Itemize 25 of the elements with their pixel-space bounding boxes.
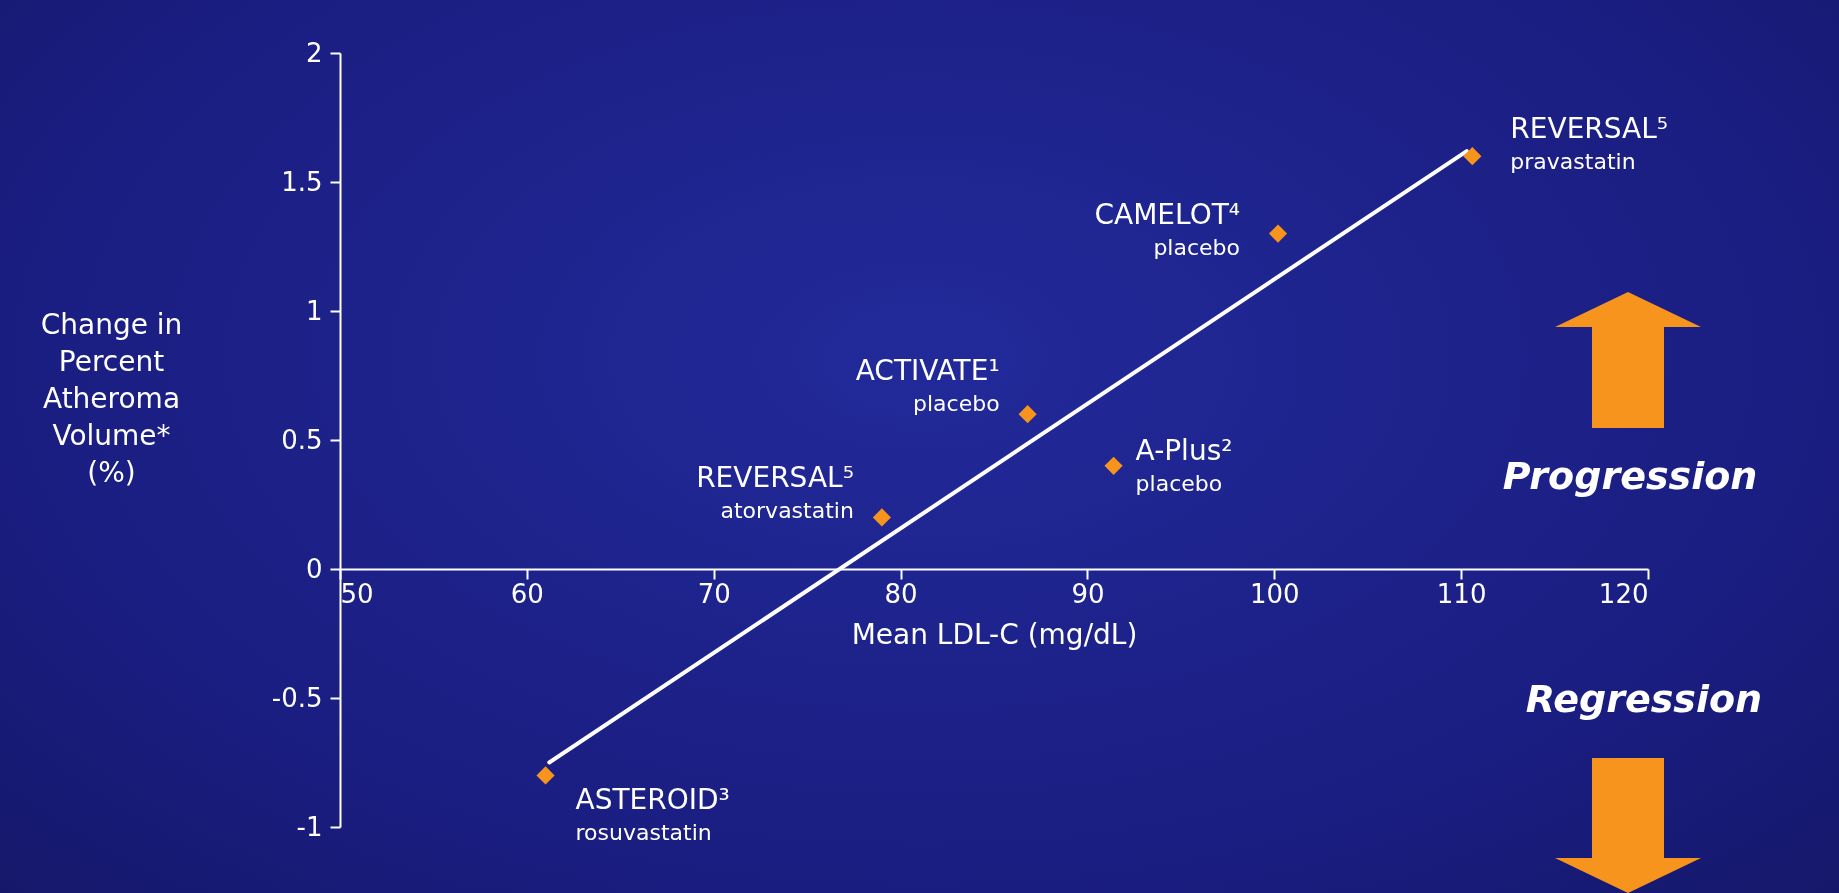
y-tick-label: 0.5 bbox=[281, 424, 323, 455]
x-tick-label: 60 bbox=[510, 578, 544, 609]
x-tick-label: 100 bbox=[1249, 578, 1300, 609]
y-tick-label: -0.5 bbox=[271, 682, 323, 713]
annotation: Regression bbox=[1525, 677, 1763, 721]
y-tick-label: 0 bbox=[305, 553, 323, 584]
annotation: Progression bbox=[1502, 454, 1758, 498]
x-tick-label: 110 bbox=[1436, 578, 1487, 609]
x-tick-label: 90 bbox=[1071, 578, 1105, 609]
x-tick-label: 80 bbox=[884, 578, 918, 609]
y-axis-title: Change in Percent Atheroma Volume* (%) bbox=[40, 307, 183, 489]
x-tick-label: 120 bbox=[1598, 578, 1649, 609]
annotation: REVERSAL⁵ pravastatin bbox=[1510, 112, 1669, 175]
x-tick-label: 70 bbox=[697, 578, 731, 609]
x-axis-title: Mean LDL-C (mg/dL) bbox=[851, 617, 1138, 651]
annotation: ACTIVATE¹ placebo bbox=[855, 354, 1000, 417]
y-tick-label: 2 bbox=[305, 37, 323, 68]
y-tick-label: 1 bbox=[305, 295, 323, 326]
y-tick-label: 1.5 bbox=[281, 166, 323, 197]
annotation: A-Plus² placebo bbox=[1135, 433, 1233, 496]
annotation: CAMELOT⁴ placebo bbox=[1094, 197, 1241, 260]
annotation: ASTEROID³ rosuvastatin bbox=[575, 783, 730, 846]
x-tick-label: 50 bbox=[340, 578, 374, 609]
y-tick-label: -1 bbox=[296, 811, 323, 842]
annotation: REVERSAL⁵ atorvastatin bbox=[696, 461, 854, 524]
